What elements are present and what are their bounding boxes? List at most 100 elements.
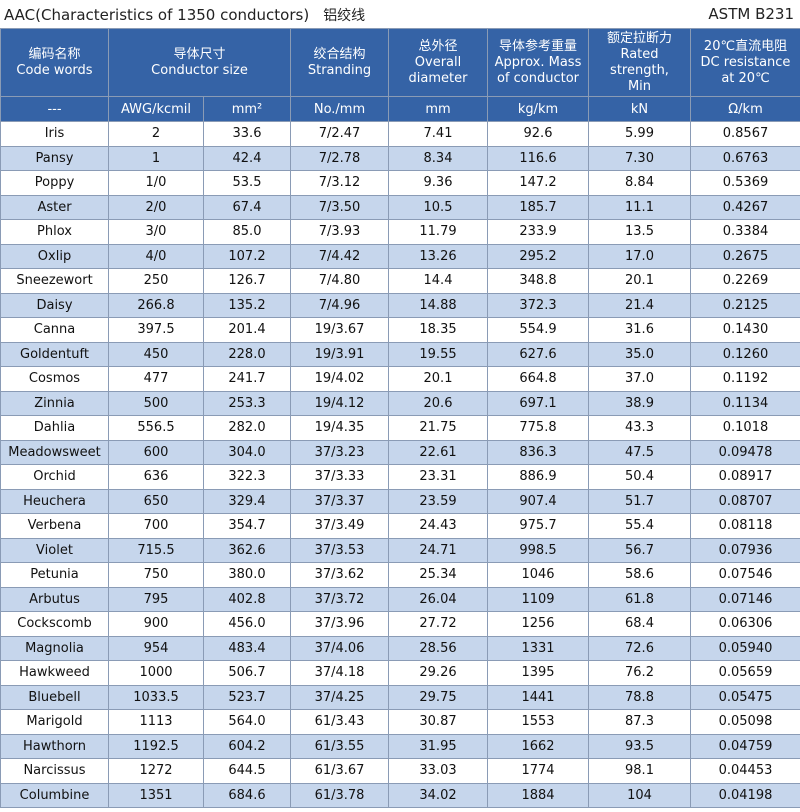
table-cell: 0.07936: [690, 537, 800, 563]
table-cell: 87.3: [588, 709, 691, 735]
table-cell: 483.4: [203, 635, 291, 661]
header-line: 编码名称: [28, 46, 81, 62]
title-cn: 铝绞线: [323, 8, 366, 24]
table-cell: 7/3.12: [290, 170, 389, 196]
table-cell: 31.95: [388, 733, 488, 759]
table-cell: 664.8: [487, 366, 589, 392]
column-header: 总外径 Overall diameter: [388, 28, 488, 97]
table-cell: 0.2269: [690, 268, 800, 294]
table-cell: Hawkweed: [0, 660, 109, 686]
table-cell: 1884: [487, 782, 589, 808]
table-cell: 0.4267: [690, 194, 800, 220]
table-cell: Oxlip: [0, 243, 109, 269]
table-cell: 700: [108, 513, 204, 539]
table-cell: 19/3.91: [290, 341, 389, 367]
table-cell: 58.6: [588, 562, 691, 588]
table-cell: 19/3.67: [290, 317, 389, 343]
table-cell: 51.7: [588, 488, 691, 514]
table-cell: 24.71: [388, 537, 488, 563]
table-cell: 0.08707: [690, 488, 800, 514]
table-cell: 29.75: [388, 684, 488, 710]
table-cell: 61/3.55: [290, 733, 389, 759]
table-cell: 1109: [487, 586, 589, 612]
table-cell: 18.35: [388, 317, 488, 343]
table-cell: 85.0: [203, 219, 291, 245]
table-cell: 42.4: [203, 145, 291, 171]
header: AAC(Characteristics of 1350 conductors) 铝…: [0, 0, 800, 28]
table-cell: 0.04198: [690, 782, 800, 808]
table-cell: 253.3: [203, 390, 291, 416]
table-cell: 0.8567: [690, 121, 800, 147]
unit-row: --- AWG/kcmil mm² No./mm mm kg/km kN Ω/km: [0, 96, 800, 122]
table-cell: 26.04: [388, 586, 488, 612]
table-cell: Bluebell: [0, 684, 109, 710]
table-cell: 0.09478: [690, 439, 800, 465]
table-cell: 907.4: [487, 488, 589, 514]
table-cell: Narcissus: [0, 758, 109, 784]
table-cell: 1256: [487, 611, 589, 637]
unit-cell: kg/km: [487, 96, 589, 122]
table-cell: 684.6: [203, 782, 291, 808]
table-cell: 10.5: [388, 194, 488, 220]
table-row: Dahlia 556.5 282.0 19/4.35 21.75 775.8 43.3 0.1…: [0, 415, 800, 441]
table-cell: 329.4: [203, 488, 291, 514]
table-row: Hawkweed 1000 506.7 37/4.18 29.26 1395 76.2 0.0…: [0, 660, 800, 686]
unit-cell: Ω/km: [690, 96, 800, 122]
table-row: Columbine 1351 684.6 61/3.78 34.02 1884 104 0.0…: [0, 782, 800, 808]
table-cell: Sneezewort: [0, 268, 109, 294]
table-cell: 47.5: [588, 439, 691, 465]
table-cell: 600: [108, 439, 204, 465]
table-cell: 380.0: [203, 562, 291, 588]
table-cell: 715.5: [108, 537, 204, 563]
table-cell: 37/4.06: [290, 635, 389, 661]
table-cell: 147.2: [487, 170, 589, 196]
table-cell: Marigold: [0, 709, 109, 735]
unit-cell: AWG/kcmil: [108, 96, 204, 122]
table-cell: 0.05098: [690, 709, 800, 735]
table-cell: 1331: [487, 635, 589, 661]
table-cell: 93.5: [588, 733, 691, 759]
table-cell: 37/3.49: [290, 513, 389, 539]
table-row: Cockscomb 900 456.0 37/3.96 27.72 1256 68.4 0.0…: [0, 611, 800, 637]
column-header: 额定拉断力 Rated strength, Min: [588, 28, 691, 97]
table-row: Violet 715.5 362.6 37/3.53 24.71 998.5 56.7 0.0…: [0, 537, 800, 563]
table-cell: 19.55: [388, 341, 488, 367]
table-cell: 185.7: [487, 194, 589, 220]
table-cell: 886.9: [487, 464, 589, 490]
title: AAC(Characteristics of 1350 conductors): [4, 6, 310, 24]
table-cell: 304.0: [203, 439, 291, 465]
table-cell: 37/3.33: [290, 464, 389, 490]
header-line: Rated: [620, 46, 659, 62]
table-cell: 322.3: [203, 464, 291, 490]
table-cell: 34.02: [388, 782, 488, 808]
table-cell: 0.08118: [690, 513, 800, 539]
table-cell: Pansy: [0, 145, 109, 171]
table-cell: 3/0: [108, 219, 204, 245]
table-row: Magnolia 954 483.4 37/4.06 28.56 1331 72.6 0.05…: [0, 635, 800, 661]
table-cell: 37/3.62: [290, 562, 389, 588]
table-row: Iris 2 33.6 7/2.47 7.41 92.6 5.99 0.8567: [0, 121, 800, 147]
table-cell: 998.5: [487, 537, 589, 563]
table-cell: 37/3.53: [290, 537, 389, 563]
table-cell: 0.1260: [690, 341, 800, 367]
table-cell: 477: [108, 366, 204, 392]
table-cell: 37/3.23: [290, 439, 389, 465]
table-cell: Petunia: [0, 562, 109, 588]
table-cell: 556.5: [108, 415, 204, 441]
table-cell: 795: [108, 586, 204, 612]
table-cell: 282.0: [203, 415, 291, 441]
table-cell: 55.4: [588, 513, 691, 539]
table-cell: 201.4: [203, 317, 291, 343]
table-row: Oxlip 4/0 107.2 7/4.42 13.26 295.2 17.0 0.2675: [0, 243, 800, 269]
table-row: Heuchera 650 329.4 37/3.37 23.59 907.4 51.7 0.0…: [0, 488, 800, 514]
table-cell: 56.7: [588, 537, 691, 563]
table-cell: 650: [108, 488, 204, 514]
table-cell: Arbutus: [0, 586, 109, 612]
table-row: Orchid 636 322.3 37/3.33 23.31 886.9 50.4 0.089…: [0, 464, 800, 490]
table-cell: 2/0: [108, 194, 204, 220]
table-cell: Violet: [0, 537, 109, 563]
table-cell: 7/4.42: [290, 243, 389, 269]
table-cell: 72.6: [588, 635, 691, 661]
unit-cell: ---: [0, 96, 109, 122]
